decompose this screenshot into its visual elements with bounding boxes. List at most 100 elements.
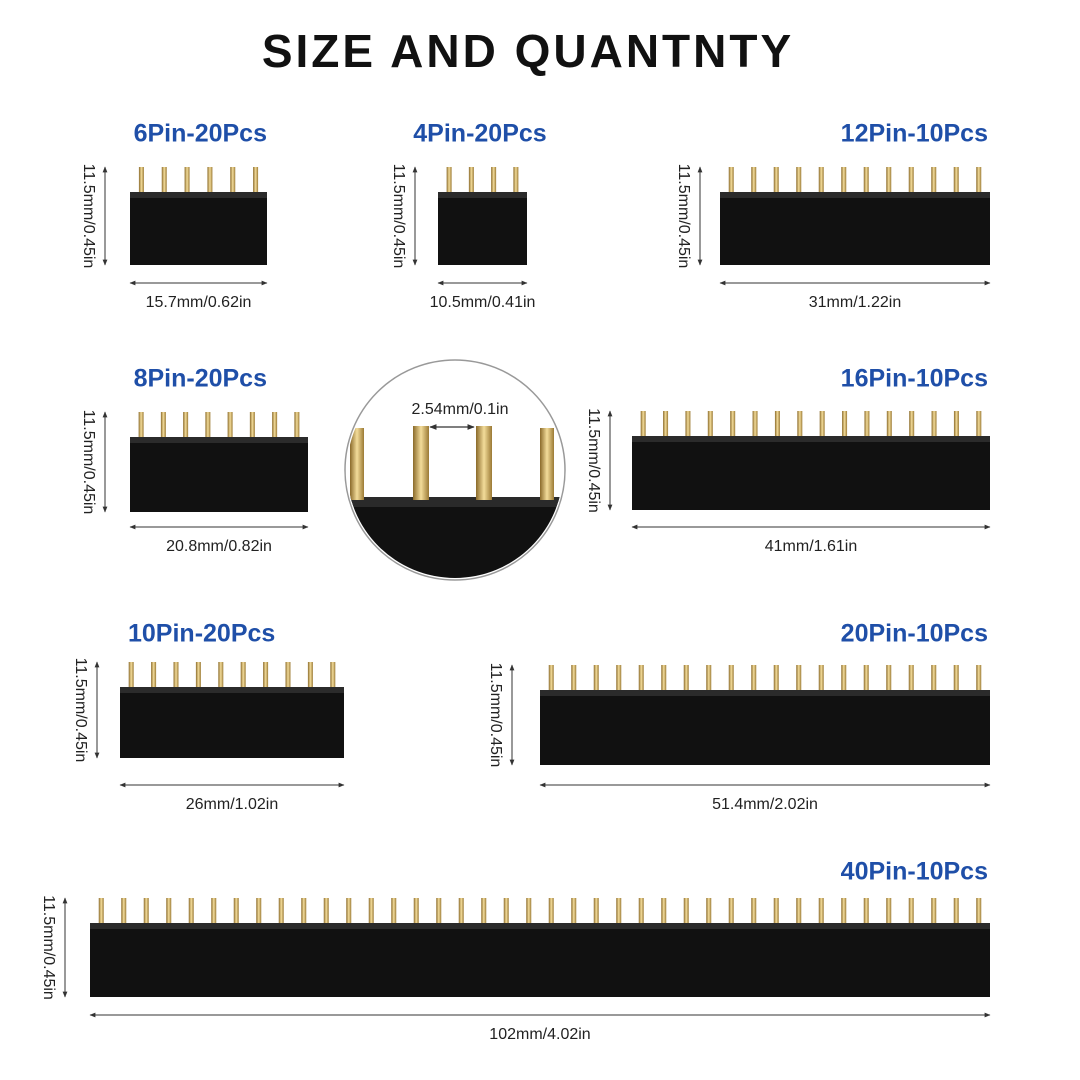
part-label: 40Pin-10Pcs: [841, 858, 988, 886]
pin: [841, 898, 847, 925]
pin: [571, 898, 577, 925]
pin: [446, 167, 452, 194]
pin: [683, 898, 689, 925]
pin: [683, 665, 689, 692]
pin: [818, 167, 824, 194]
height-label: 11.5mm/0.45in: [72, 658, 89, 763]
housing-top: [632, 436, 990, 442]
pin: [886, 167, 892, 194]
width-label: 41mm/1.61in: [765, 538, 858, 555]
pin: [886, 898, 892, 925]
pin: [593, 898, 599, 925]
pin: [468, 167, 474, 194]
height-label: 11.5mm/0.45in: [80, 410, 97, 515]
pin: [138, 167, 144, 194]
pin: [842, 411, 848, 438]
pin: [773, 167, 779, 194]
part-label: 6Pin-20Pcs: [134, 120, 267, 148]
header-part: [720, 167, 990, 265]
pin: [230, 167, 236, 194]
pin: [184, 167, 190, 194]
width-label: 51.4mm/2.02in: [712, 796, 818, 813]
pin: [548, 665, 554, 692]
pin: [661, 665, 667, 692]
pin: [841, 167, 847, 194]
pin: [160, 412, 166, 439]
pin: [151, 662, 157, 689]
housing: [120, 687, 344, 758]
height-label: 11.5mm/0.45in: [40, 895, 57, 1000]
pin: [773, 898, 779, 925]
housing: [130, 192, 267, 265]
pin: [976, 898, 982, 925]
width-label: 15.7mm/0.62in: [146, 294, 252, 311]
pin: [909, 411, 915, 438]
pin: [481, 898, 487, 925]
housing: [90, 923, 990, 997]
pin: [272, 412, 278, 439]
part-label: 20Pin-10Pcs: [841, 620, 988, 648]
pin: [931, 898, 937, 925]
housing-top: [438, 192, 527, 198]
pin: [707, 411, 713, 438]
pin: [796, 665, 802, 692]
pin: [752, 411, 758, 438]
title: SIZE AND QUANTNTY: [262, 25, 794, 77]
width-label: 10.5mm/0.41in: [430, 294, 536, 311]
pin: [730, 411, 736, 438]
pin: [663, 411, 669, 438]
pin: [391, 898, 397, 925]
part-label: 8Pin-20Pcs: [134, 365, 267, 393]
pin: [751, 898, 757, 925]
pin: [368, 898, 374, 925]
pin: [413, 898, 419, 925]
pin: [263, 662, 269, 689]
pin: [796, 167, 802, 194]
pin: [138, 412, 144, 439]
pin: [751, 167, 757, 194]
housing-top: [130, 437, 308, 443]
pin: [908, 665, 914, 692]
pin: [863, 898, 869, 925]
pin: [173, 662, 179, 689]
housing-top: [720, 192, 990, 198]
pin: [436, 898, 442, 925]
pin: [819, 411, 825, 438]
part-label: 16Pin-10Pcs: [841, 365, 988, 393]
housing: [720, 192, 990, 265]
pin: [953, 411, 959, 438]
header-part: [438, 167, 527, 265]
pin: [728, 167, 734, 194]
pin: [796, 898, 802, 925]
header-part: [540, 665, 990, 765]
pin: [503, 898, 509, 925]
pin: [301, 898, 307, 925]
pin: [706, 665, 712, 692]
pin: [98, 898, 104, 925]
pin: [818, 665, 824, 692]
header-part: [90, 898, 990, 997]
pin: [908, 167, 914, 194]
pin: [953, 898, 959, 925]
pin: [931, 411, 937, 438]
height-label: 11.5mm/0.45in: [487, 663, 504, 768]
housing: [130, 437, 308, 512]
pin: [227, 412, 233, 439]
pin: [818, 898, 824, 925]
width-label: 20.8mm/0.82in: [166, 538, 272, 555]
width-label: 31mm/1.22in: [809, 294, 902, 311]
pin: [774, 411, 780, 438]
pin: [773, 665, 779, 692]
height-label: 11.5mm/0.45in: [80, 164, 97, 269]
pin: [976, 167, 982, 194]
pin: [706, 898, 712, 925]
pin: [205, 412, 211, 439]
header-part: [130, 167, 267, 265]
pin: [294, 412, 300, 439]
part-label: 4Pin-20Pcs: [413, 120, 546, 148]
housing: [438, 192, 527, 265]
housing-top: [90, 923, 990, 929]
pin: [278, 898, 284, 925]
housing: [540, 690, 990, 765]
